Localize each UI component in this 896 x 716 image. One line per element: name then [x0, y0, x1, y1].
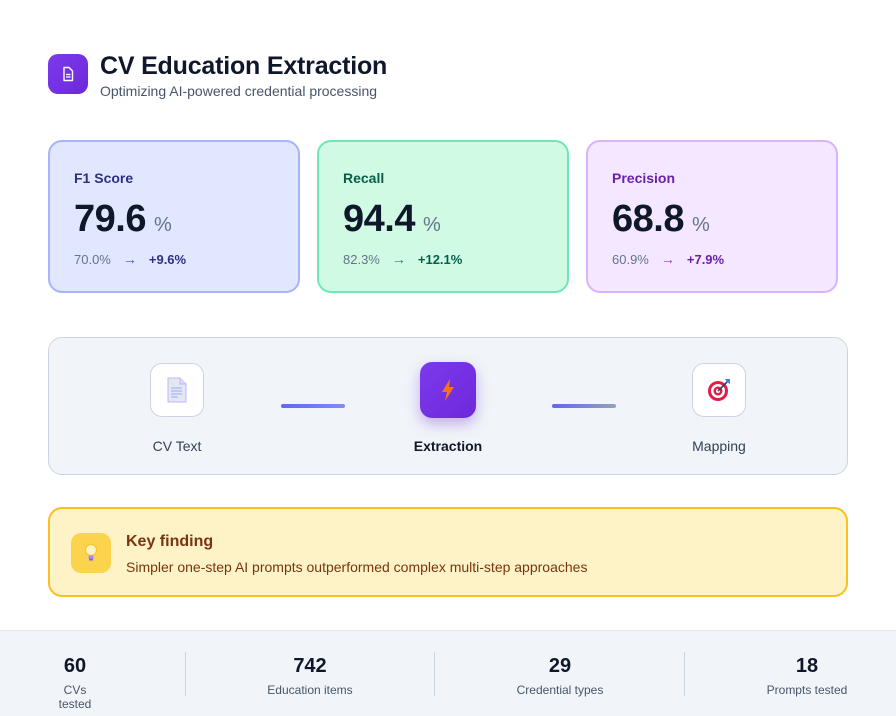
stat-value: 742 — [293, 655, 327, 677]
metric-delta: +9.6% — [148, 251, 187, 267]
stat-value: 18 — [795, 655, 819, 677]
pipeline-step-extraction: Extraction — [388, 362, 508, 454]
metric-label: F1 Score — [74, 170, 134, 186]
metric-label: Precision — [612, 170, 676, 186]
stat-divider — [684, 652, 685, 696]
stat-credential-types: 29 Credential types — [510, 655, 610, 697]
arrow-right-icon: → — [122, 251, 137, 267]
stat-divider — [185, 652, 186, 696]
arrow-right-icon: → — [391, 251, 406, 267]
metric-unit: % — [691, 214, 710, 236]
key-finding-panel: Key finding Simpler one-step AI prompts … — [48, 507, 848, 597]
stat-value: 60 — [63, 655, 87, 677]
page-title: CV Education Extraction — [100, 52, 388, 80]
metric-unit: % — [422, 214, 441, 236]
metric-delta: +7.9% — [686, 251, 725, 267]
page-header: CV Education Extraction Optimizing AI-po… — [48, 53, 387, 99]
stat-label: Credential types — [516, 683, 604, 697]
pipeline-connector — [552, 404, 616, 408]
arrow-right-icon: → — [660, 251, 675, 267]
pipeline-step-label: Extraction — [413, 438, 483, 454]
stat-prompts-tested: 18 Prompts tested — [762, 655, 852, 697]
metric-baseline: 82.3% — [343, 251, 380, 267]
page-subtitle: Optimizing AI-powered credential process… — [100, 83, 378, 99]
key-finding-text: Simpler one-step AI prompts outperformed… — [126, 559, 588, 575]
metric-cards: F1 Score 79.6 % 70.0% → +9.6% Recall 94.… — [48, 140, 838, 293]
metric-baseline: 70.0% — [74, 251, 111, 267]
metric-value: 68.8 — [612, 198, 684, 240]
stat-education-items: 742 Education items — [260, 655, 360, 697]
pipeline-panel: CV Text Extraction Mapping — [48, 337, 848, 475]
pipeline-step-cv-text: CV Text — [117, 363, 237, 454]
metric-delta: +12.1% — [417, 251, 463, 267]
pipeline-step-label: CV Text — [152, 438, 202, 454]
key-finding-title: Key finding — [126, 533, 214, 550]
metric-value: 79.6 — [74, 198, 146, 240]
metric-value: 94.4 — [343, 198, 415, 240]
target-icon — [692, 363, 746, 417]
metric-unit: % — [153, 214, 172, 236]
metric-baseline: 60.9% — [612, 251, 649, 267]
stat-value: 29 — [548, 655, 572, 677]
pipeline-step-mapping: Mapping — [659, 363, 779, 454]
stat-label: Education items — [267, 683, 353, 697]
page-icon — [150, 363, 204, 417]
f1-score-card: F1 Score 79.6 % 70.0% → +9.6% — [48, 140, 300, 293]
stat-cvs-tested: 60 CVs tested — [47, 655, 103, 711]
metric-label: Recall — [343, 170, 385, 186]
stats-footer: 60 CVs tested 742 Education items 29 Cre… — [0, 630, 896, 716]
pipeline-connector — [281, 404, 345, 408]
document-icon — [48, 54, 88, 94]
precision-card: Precision 68.8 % 60.9% → +7.9% — [586, 140, 838, 293]
lightning-icon — [420, 362, 476, 418]
pipeline-step-label: Mapping — [692, 438, 746, 454]
lightbulb-icon — [71, 533, 111, 573]
stat-label: Prompts tested — [766, 683, 848, 697]
stat-label: CVs tested — [58, 683, 92, 711]
recall-card: Recall 94.4 % 82.3% → +12.1% — [317, 140, 569, 293]
stat-divider — [434, 652, 435, 696]
